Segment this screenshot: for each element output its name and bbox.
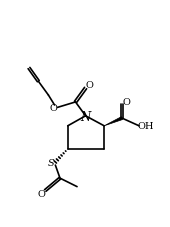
Text: S: S xyxy=(48,159,55,168)
Text: O: O xyxy=(37,190,45,199)
Text: O: O xyxy=(50,104,58,113)
Polygon shape xyxy=(104,117,123,126)
Text: O: O xyxy=(123,98,131,107)
Text: O: O xyxy=(86,81,93,90)
Text: OH: OH xyxy=(138,122,154,131)
Text: N: N xyxy=(80,111,91,124)
